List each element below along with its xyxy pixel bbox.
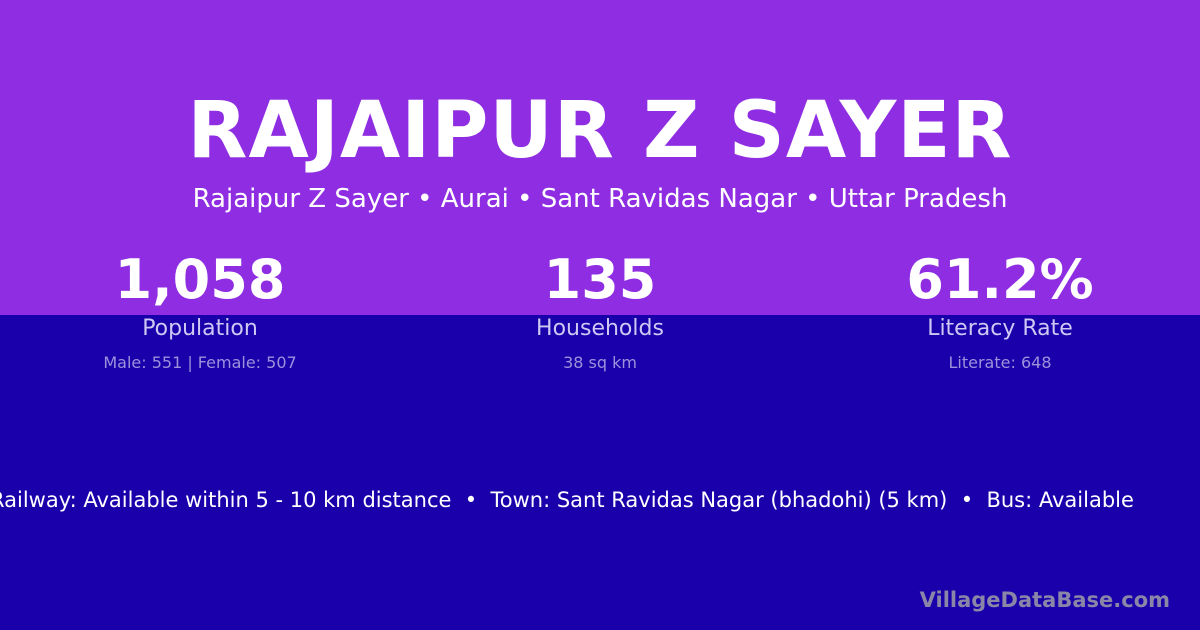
stat-literacy: 61.2% Literacy Rate Literate: 648 (800, 248, 1200, 375)
stat-population: 1,058 Population Male: 551 | Female: 507 (0, 248, 400, 375)
facilities-ticker: Railway: Available within 5 - 10 km dist… (0, 488, 1134, 512)
breadcrumb: Rajaipur Z Sayer • Aurai • Sant Ravidas … (192, 184, 1008, 214)
stat-households: 135 Households 38 sq km (400, 248, 800, 375)
stat-label: Population (142, 316, 258, 341)
stat-value: 135 (543, 248, 657, 311)
stat-detail: Literate: 648 (948, 353, 1052, 372)
page-title: RAJAIPUR Z SAYER (187, 86, 1013, 176)
stat-detail: Male: 551 | Female: 507 (103, 353, 297, 372)
bottom-band (0, 315, 1200, 630)
top-band (0, 0, 1200, 315)
stat-label: Households (536, 316, 664, 341)
stat-value: 61.2% (906, 248, 1094, 311)
brand-logo: VillageDataBase.com (919, 588, 1170, 612)
stat-value: 1,058 (114, 248, 286, 311)
stat-label: Literacy Rate (927, 316, 1073, 341)
stat-detail: 38 sq km (563, 353, 637, 372)
